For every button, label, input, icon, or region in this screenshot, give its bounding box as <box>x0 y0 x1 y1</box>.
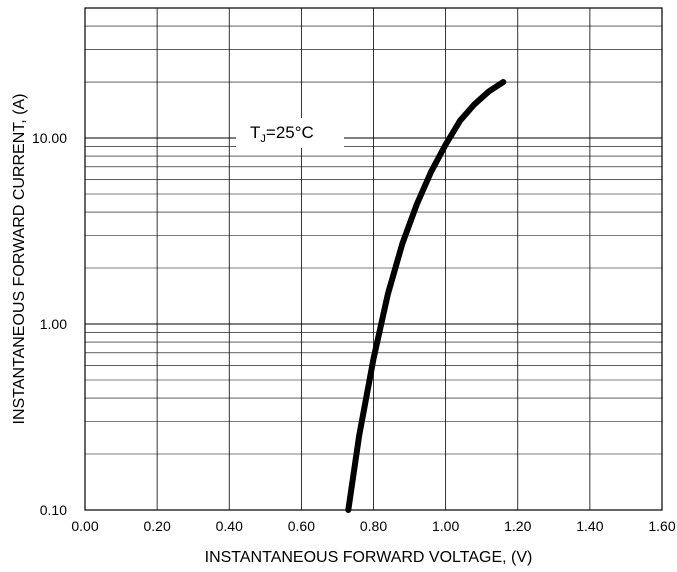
y-axis-title: INSTANTANEOUS FORWARD CURRENT, (A) <box>11 94 28 425</box>
y-tick-label: 1.00 <box>40 316 67 332</box>
series-group <box>345 79 507 513</box>
y-tick-label: 10.00 <box>32 130 67 146</box>
x-tick-label: 0.60 <box>288 518 315 534</box>
y-tick-label: 0.10 <box>40 502 67 518</box>
x-tick-label: 1.40 <box>576 518 603 534</box>
x-tick-label: 0.80 <box>360 518 387 534</box>
y-tick-labels: 0.10 1.00 10.00 <box>32 130 67 518</box>
x-axis-title: INSTANTANEOUS FORWARD VOLTAGE, (V) <box>205 549 533 566</box>
x-tick-label: 1.20 <box>504 518 531 534</box>
x-tick-label: 0.40 <box>216 518 243 534</box>
x-tick-label: 0.20 <box>144 518 171 534</box>
x-tick-label: 1.00 <box>432 518 459 534</box>
annotation-background <box>236 118 344 148</box>
forward-current-curve <box>345 79 507 513</box>
x-tick-labels: 0.00 0.20 0.40 0.60 0.80 1.00 1.20 1.40 1.60 <box>71 518 675 534</box>
annotation-rest: =25°C <box>266 123 314 142</box>
x-tick-label: 1.60 <box>648 518 675 534</box>
temperature-annotation: TJ=25°C <box>250 123 314 145</box>
x-tick-label: 0.00 <box>71 518 98 534</box>
temperature-annotation-group: TJ=25°C <box>236 118 344 148</box>
annotation-subscript: J <box>260 133 266 145</box>
plot-frame <box>84 7 663 511</box>
major-grid <box>84 8 663 511</box>
annotation-main: T <box>250 123 260 142</box>
